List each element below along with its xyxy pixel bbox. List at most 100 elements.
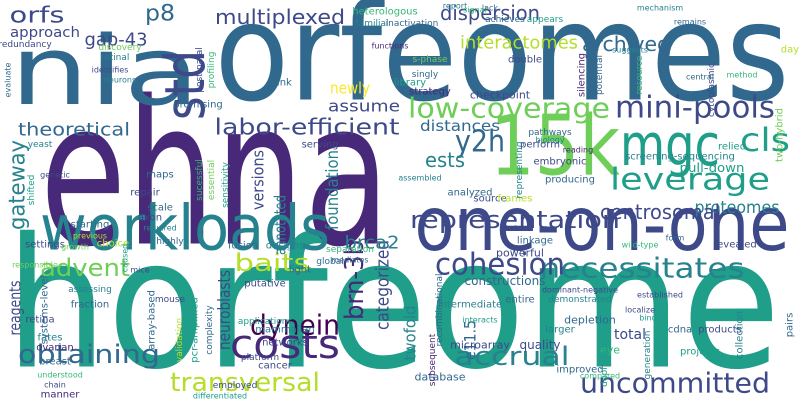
word: horfeome	[6, 201, 781, 404]
word: mini-pools	[615, 91, 775, 126]
word: promising	[173, 100, 223, 111]
word: eye	[600, 344, 620, 357]
word: theoretical	[18, 120, 130, 141]
word: inactivation	[386, 19, 439, 29]
word: reagents	[6, 281, 25, 336]
word: ehna	[40, 59, 390, 292]
word: analyzed	[447, 188, 492, 199]
word: redundancy	[0, 40, 52, 50]
word: costs	[230, 322, 340, 368]
word: separation	[326, 245, 374, 255]
word: networks	[262, 338, 308, 349]
word: subsequent	[428, 333, 438, 386]
word: remains	[674, 18, 706, 27]
word: binds	[639, 314, 661, 323]
word: labor-efficient	[215, 116, 400, 141]
word: proteomes	[695, 198, 780, 218]
word: strategy	[409, 87, 451, 98]
word: link	[274, 78, 292, 89]
word: approach	[10, 25, 80, 41]
word: designs	[266, 241, 304, 252]
word: quality	[519, 338, 560, 352]
word: scale	[147, 203, 173, 214]
word: foundation	[323, 150, 343, 230]
word: growth	[61, 243, 89, 252]
word: duplication	[600, 337, 610, 387]
word: versions	[249, 150, 268, 210]
word: localize	[625, 306, 655, 315]
word: multiplexed	[215, 5, 345, 29]
word: discovery	[98, 43, 142, 53]
word: generation	[643, 331, 653, 380]
word: highly	[156, 237, 184, 247]
word: mouse	[155, 295, 186, 305]
word: low-coverage	[408, 92, 610, 125]
word: categorized	[373, 240, 394, 330]
word: biology	[535, 136, 564, 145]
word: source	[473, 194, 506, 205]
word: reading	[563, 146, 593, 155]
word: assume	[328, 97, 400, 116]
word: signal	[463, 6, 487, 15]
word: gap-43	[85, 30, 148, 51]
word: entire	[505, 295, 534, 306]
word: orfs	[10, 4, 65, 29]
word: post-natal	[195, 47, 205, 92]
word: recombinational	[435, 274, 445, 347]
word: representation	[410, 206, 620, 234]
word: dynein	[250, 309, 340, 342]
word: identifies	[92, 66, 129, 75]
word: responsible	[12, 261, 58, 270]
word: heterologous	[352, 7, 417, 18]
word: y2h	[455, 125, 505, 160]
word: pairs	[785, 313, 796, 338]
word: choice	[97, 239, 129, 250]
word: genetic	[40, 171, 70, 180]
word: shifted	[27, 175, 37, 206]
word: one-on-one	[415, 180, 790, 268]
word: yeast	[28, 140, 53, 150]
word: validation	[175, 318, 185, 362]
word: intermediate	[438, 300, 502, 311]
word: mammalian	[255, 325, 315, 336]
word: transversal	[170, 368, 320, 398]
word: workloads	[40, 192, 330, 265]
word: essential	[207, 160, 217, 200]
word: constructions	[465, 274, 546, 288]
word: complexity	[205, 305, 215, 355]
word: mgc	[620, 111, 720, 179]
word: annotated	[271, 195, 290, 255]
word: fusion	[228, 241, 258, 252]
word: cancer	[258, 361, 293, 372]
word: accrual	[455, 342, 570, 372]
word: previous	[73, 232, 107, 241]
word: 15k	[490, 98, 620, 195]
word: maps	[146, 170, 173, 181]
word: central	[686, 73, 714, 82]
word: required	[143, 224, 177, 233]
word: mediates	[331, 256, 368, 265]
word: larger	[545, 325, 575, 336]
word: array-based	[147, 290, 158, 350]
word: distances	[420, 117, 500, 135]
word: putative	[244, 279, 286, 290]
word: interacts	[462, 316, 497, 325]
word: systems-level	[40, 276, 51, 345]
word: retinal	[101, 53, 130, 63]
word: frames	[498, 194, 533, 205]
word: nia	[10, 17, 200, 127]
word: producing	[545, 175, 595, 186]
word: understood	[37, 371, 83, 380]
word: settings	[25, 240, 65, 251]
word: silencing	[577, 53, 588, 97]
word: profiling	[207, 52, 217, 89]
word: cls	[740, 121, 790, 159]
word: form	[666, 234, 685, 243]
word: orfeomes	[215, 0, 790, 132]
word: global	[316, 257, 343, 267]
word: revealed	[713, 240, 757, 251]
word: double	[508, 55, 542, 66]
word: report	[443, 2, 467, 11]
word: interactomes	[460, 33, 578, 54]
word: fraction	[71, 300, 109, 311]
